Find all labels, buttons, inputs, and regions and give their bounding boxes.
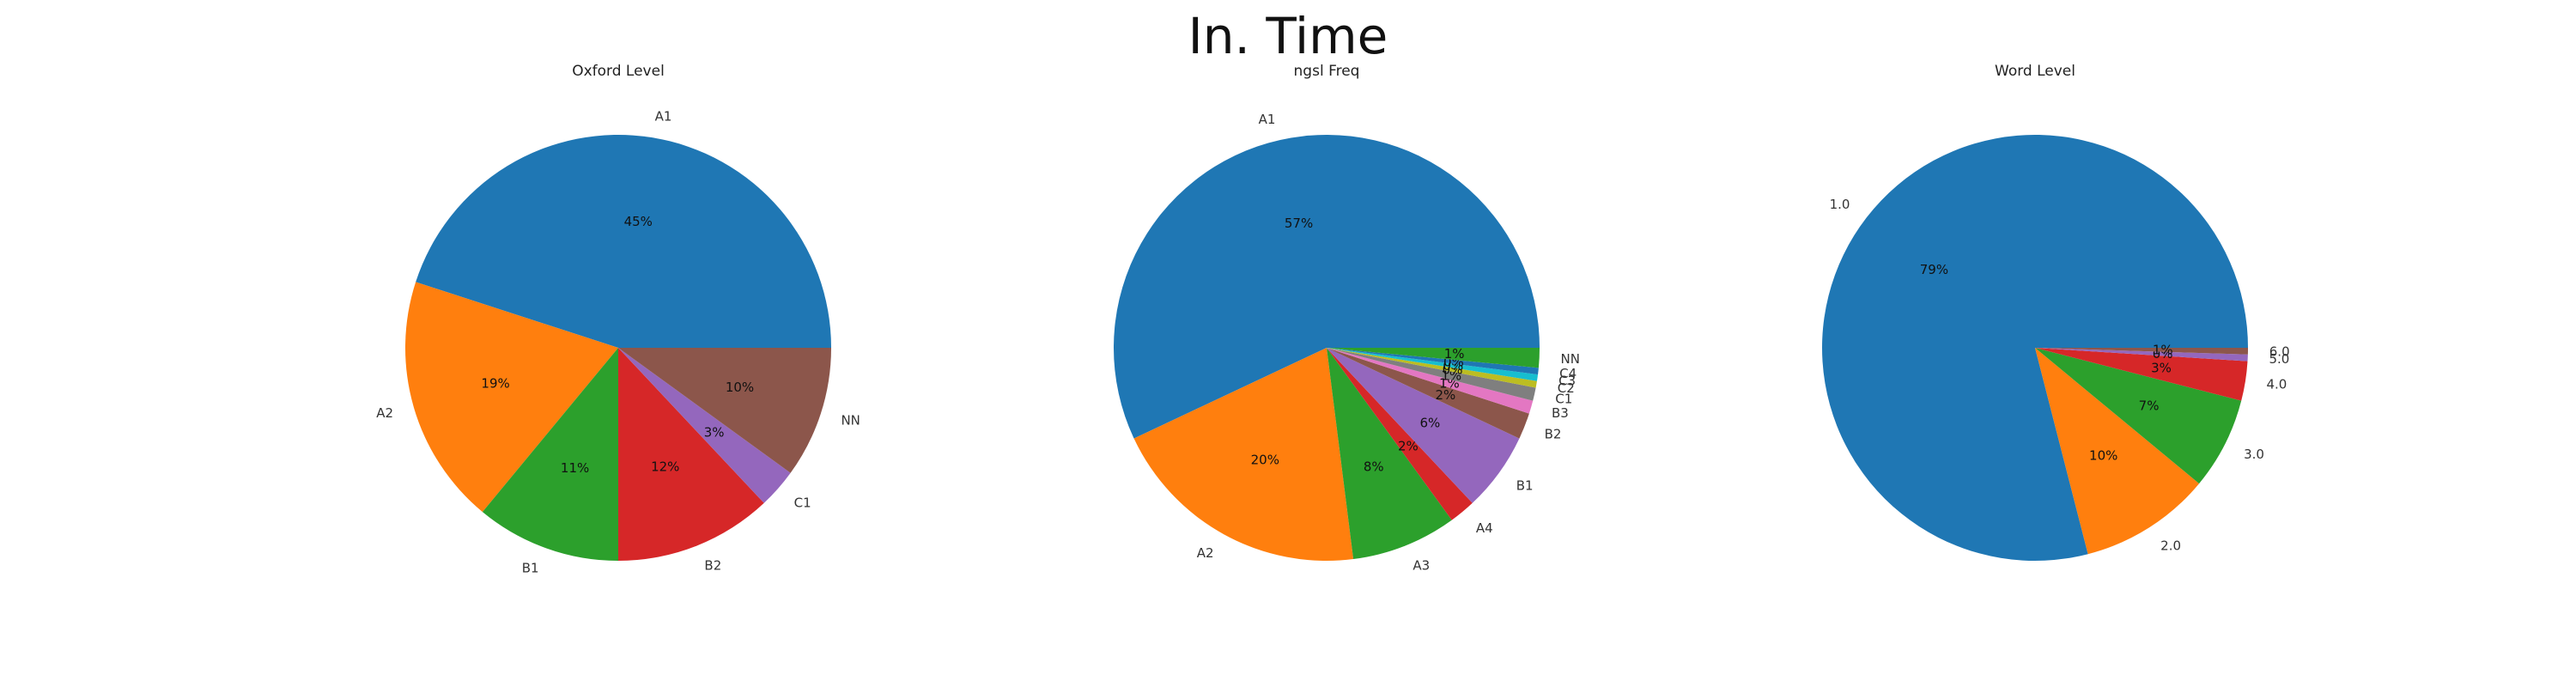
slice-label-c4: C4 bbox=[1559, 366, 1577, 381]
slice-percent-b1: 11% bbox=[561, 460, 589, 476]
slice-label-a2: A2 bbox=[376, 405, 393, 421]
slice-label-a1: A1 bbox=[655, 109, 672, 125]
slice-percent-2-0: 10% bbox=[2089, 448, 2117, 464]
slice-label-c1: C1 bbox=[1555, 392, 1572, 407]
pie-slice-5-0 bbox=[2035, 348, 2248, 362]
slice-label-b2: B2 bbox=[704, 558, 721, 574]
pie-slice-2-0 bbox=[2035, 348, 2200, 555]
slice-label-6-0: 6.0 bbox=[2269, 344, 2290, 359]
slice-percent-nn: 10% bbox=[726, 380, 754, 395]
pie-slice-6-0 bbox=[2035, 348, 2248, 355]
pie-slice-4-0 bbox=[2035, 348, 2248, 401]
slice-percent-b2: 12% bbox=[651, 459, 679, 474]
slice-label-c3: C3 bbox=[1558, 373, 1576, 388]
pie-slice-a2 bbox=[1133, 348, 1354, 561]
slice-percent-a2: 19% bbox=[481, 376, 509, 392]
pie-slice-c2 bbox=[1327, 348, 1537, 388]
pie-slice-b2 bbox=[618, 348, 764, 561]
pie-slice-b1 bbox=[482, 348, 618, 561]
figure-title: In. Time bbox=[1188, 7, 1388, 65]
pie-slice-a1 bbox=[416, 135, 831, 348]
slice-percent-6-0: 1% bbox=[2153, 342, 2173, 357]
pie-slice-a1 bbox=[1114, 134, 1540, 439]
slice-label-3-0: 3.0 bbox=[2244, 447, 2264, 462]
pie-slice-b2 bbox=[1327, 348, 1529, 439]
slice-label-c2: C2 bbox=[1558, 380, 1575, 396]
slice-label-a3: A3 bbox=[1413, 558, 1430, 574]
chart-title: Oxford Level bbox=[572, 63, 665, 80]
slice-percent-a2: 20% bbox=[1251, 452, 1279, 467]
chart-title: ngsl Freq bbox=[1294, 63, 1360, 80]
slice-percent-b2: 2% bbox=[1435, 387, 1455, 403]
pie-slice-b1 bbox=[1327, 348, 1520, 503]
slice-percent-b1: 6% bbox=[1419, 415, 1440, 430]
slice-label-b1: B1 bbox=[522, 561, 539, 576]
pie-slice-nn bbox=[1327, 348, 1540, 368]
slice-percent-3-0: 7% bbox=[2139, 398, 2160, 414]
slice-label-nn: NN bbox=[841, 412, 860, 428]
slice-percent-a1: 45% bbox=[624, 214, 653, 229]
slice-label-b3: B3 bbox=[1552, 405, 1569, 421]
pie-slice-a2 bbox=[405, 282, 618, 513]
pie-slice-c3 bbox=[1327, 348, 1539, 381]
slice-percent-a1: 57% bbox=[1285, 216, 1313, 231]
slice-percent-a3: 8% bbox=[1364, 459, 1384, 474]
slice-label-1-0: 1.0 bbox=[1830, 197, 1850, 212]
slice-percent-1-0: 79% bbox=[1920, 262, 1948, 277]
pie-slice-c1 bbox=[618, 348, 791, 503]
pie-slice-a3 bbox=[1327, 348, 1452, 560]
pie-slice-1-0 bbox=[1821, 135, 2248, 562]
slice-label-4-0: 4.0 bbox=[2266, 377, 2287, 392]
pie-slice-nn bbox=[618, 348, 831, 473]
slice-percent-4-0: 3% bbox=[2151, 360, 2172, 375]
slice-label-a4: A4 bbox=[1476, 520, 1493, 536]
slice-percent-a4: 2% bbox=[1398, 439, 1419, 454]
slice-label-a1: A1 bbox=[1259, 112, 1276, 127]
pie-chart-oxford-level: Oxford Level A1 45% A2 19% B1 11% B2 12% C1 3% NN 10… bbox=[376, 63, 860, 576]
pie-slice-b3 bbox=[1327, 348, 1534, 414]
pie-slice-a4 bbox=[1327, 348, 1473, 520]
chart-title: Word Level bbox=[1995, 63, 2075, 80]
slice-label-a2: A2 bbox=[1197, 545, 1214, 561]
slice-percent-c1: 3% bbox=[704, 424, 725, 440]
slice-label-nn: NN bbox=[1560, 351, 1579, 367]
pie-slice-3-0 bbox=[2035, 348, 2242, 484]
pie-slice-c4 bbox=[1327, 348, 1539, 375]
slice-percent-nn: 1% bbox=[1444, 346, 1465, 362]
slice-label-5-0: 5.0 bbox=[2269, 351, 2289, 367]
pie-chart-ngsl-freq: ngsl Freq A1 57% A2 20% A3 8% A4 2% B1 6% B2 2% B3 1% C… bbox=[1114, 63, 1580, 574]
slice-label-b1: B1 bbox=[1516, 477, 1534, 493]
slice-label-2-0: 2.0 bbox=[2160, 538, 2181, 553]
pie-slice-c1 bbox=[1327, 348, 1536, 401]
slice-label-c1: C1 bbox=[794, 495, 811, 510]
slice-label-b2: B2 bbox=[1545, 426, 1562, 441]
